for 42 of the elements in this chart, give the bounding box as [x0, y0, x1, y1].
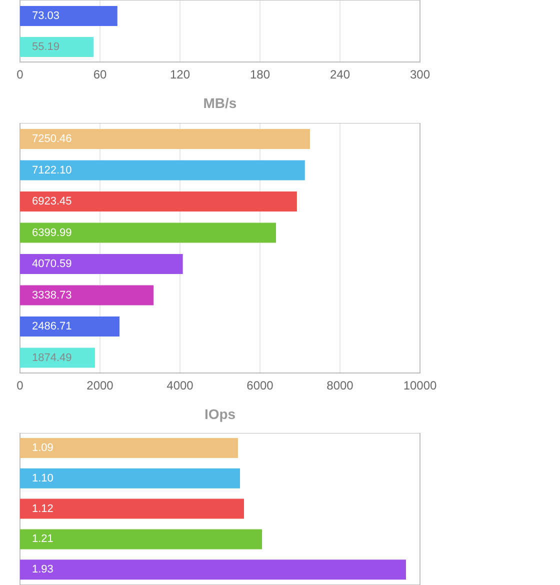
bar: [20, 222, 276, 243]
x-tick-label: 300: [410, 68, 430, 82]
bar: [20, 129, 310, 149]
data-label: 1.10: [32, 472, 54, 484]
data-label: 1874.49: [32, 352, 72, 364]
bar: [20, 560, 406, 580]
x-tick-label: 180: [250, 68, 270, 82]
data-label: 1.93: [32, 564, 54, 576]
x-axis-title: MB/s: [203, 95, 237, 111]
x-tick-label: 0: [16, 68, 24, 82]
data-label: 73.03: [32, 10, 60, 22]
data-label: 7250.46: [32, 133, 72, 145]
x-tick-label: 4000: [166, 378, 194, 393]
data-label: 6923.45: [32, 196, 72, 208]
data-label: 7122.10: [32, 164, 72, 176]
data-label: 6399.99: [32, 226, 72, 239]
x-tick-label: 6000: [246, 378, 274, 393]
bar: [20, 254, 183, 274]
data-label: 2486.71: [32, 320, 72, 332]
data-label: 1.09: [32, 442, 54, 454]
data-label: 55.19: [32, 41, 60, 53]
x-tick-label: 2000: [86, 378, 114, 393]
bar: [20, 348, 95, 368]
x-tick-label: 8000: [326, 378, 354, 393]
x-tick-label: 10000: [403, 378, 438, 393]
bar: [20, 529, 262, 550]
data-label: 1.12: [32, 502, 54, 515]
x-tick-label: 0: [16, 378, 24, 393]
bar: [20, 160, 305, 180]
x-tick-label: 120: [170, 68, 190, 82]
x-axis-title: IOps: [204, 406, 236, 422]
x-tick-label: 60: [93, 68, 107, 82]
bar: [20, 285, 154, 306]
data-label: 4070.59: [32, 258, 72, 270]
bar: [20, 498, 244, 519]
data-label: 1.21: [32, 533, 54, 546]
bar: [20, 192, 297, 212]
x-tick-label: 240: [330, 68, 350, 82]
bar: [20, 468, 240, 488]
bar: [20, 438, 238, 458]
data-label: 3338.73: [32, 289, 72, 302]
bar: [20, 316, 120, 336]
